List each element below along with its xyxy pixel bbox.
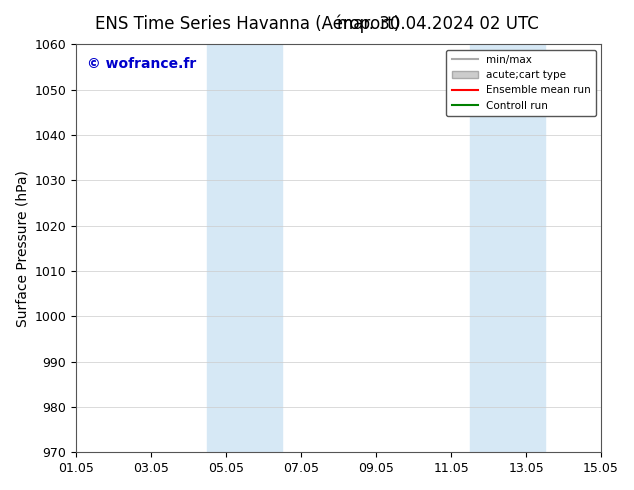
Text: mar. 30.04.2024 02 UTC: mar. 30.04.2024 02 UTC [337,15,539,33]
Text: © wofrance.fr: © wofrance.fr [87,57,196,71]
Legend: min/max, acute;cart type, Ensemble mean run, Controll run: min/max, acute;cart type, Ensemble mean … [446,49,596,116]
Text: ENS Time Series Havanna (Aéroport): ENS Time Series Havanna (Aéroport) [95,15,400,33]
Bar [470,45,545,452]
Bar [207,45,282,452]
Y-axis label: Surface Pressure (hPa): Surface Pressure (hPa) [15,170,29,327]
